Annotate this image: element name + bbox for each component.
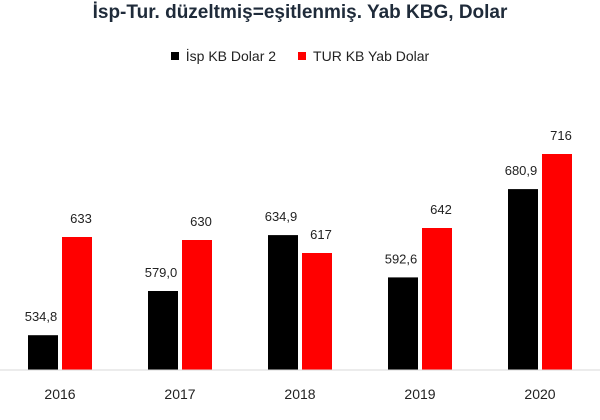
- x-tick-label-2017: 2017: [164, 386, 195, 402]
- bar-2016-series-1: [28, 335, 58, 370]
- data-label-2019-series-2: 642: [430, 202, 452, 217]
- x-tick-label-2018: 2018: [284, 386, 315, 402]
- bar-2019-series-2: [422, 228, 452, 370]
- bar-2019-series-1: [388, 277, 418, 370]
- legend-label-series-1: İsp KB Dolar 2: [185, 48, 277, 64]
- bar-2017-series-2: [182, 240, 212, 370]
- bar-2018-series-2: [302, 253, 332, 370]
- data-label-2019-series-1: 592,6: [385, 251, 418, 266]
- labels-group: 534,8 633 2016 579,0 630 2017 634,9 617 2018 592,…: [25, 128, 572, 402]
- legend-swatch-series-1: [170, 52, 179, 60]
- data-label-2020-series-2: 716: [550, 128, 572, 143]
- bar-2020-series-2: [542, 154, 572, 370]
- data-label-2020-series-1: 680,9: [505, 163, 538, 178]
- bar-2020-series-1: [508, 189, 538, 370]
- data-label-2017-series-1: 579,0: [145, 265, 178, 280]
- legend-item-series-2: TUR KB Yab Dolar: [298, 48, 429, 64]
- legend-swatch-series-2: [298, 52, 307, 60]
- legend-item-series-1: İsp KB Dolar 2: [170, 48, 277, 64]
- bar-2016-series-2: [62, 237, 92, 370]
- data-label-2017-series-2: 630: [190, 214, 212, 229]
- bars-group: [28, 154, 572, 370]
- bar-2018-series-1: [268, 235, 298, 370]
- chart-legend: İsp KB Dolar 2 TUR KB Yab Dolar: [0, 48, 600, 64]
- x-tick-label-2019: 2019: [404, 386, 435, 402]
- x-tick-label-2016: 2016: [44, 386, 75, 402]
- data-label-2018-series-2: 617: [310, 227, 332, 242]
- x-tick-label-2020: 2020: [524, 386, 555, 402]
- data-label-2016-series-1: 534,8: [25, 309, 58, 324]
- bar-2017-series-1: [148, 291, 178, 370]
- legend-label-series-2: TUR KB Yab Dolar: [313, 48, 430, 64]
- data-label-2016-series-2: 633: [70, 211, 92, 226]
- chart-title: İsp-Tur. düzeltmiş=eşitlenmiş. Yab KBG, …: [92, 2, 508, 23]
- data-label-2018-series-1: 634,9: [265, 209, 298, 224]
